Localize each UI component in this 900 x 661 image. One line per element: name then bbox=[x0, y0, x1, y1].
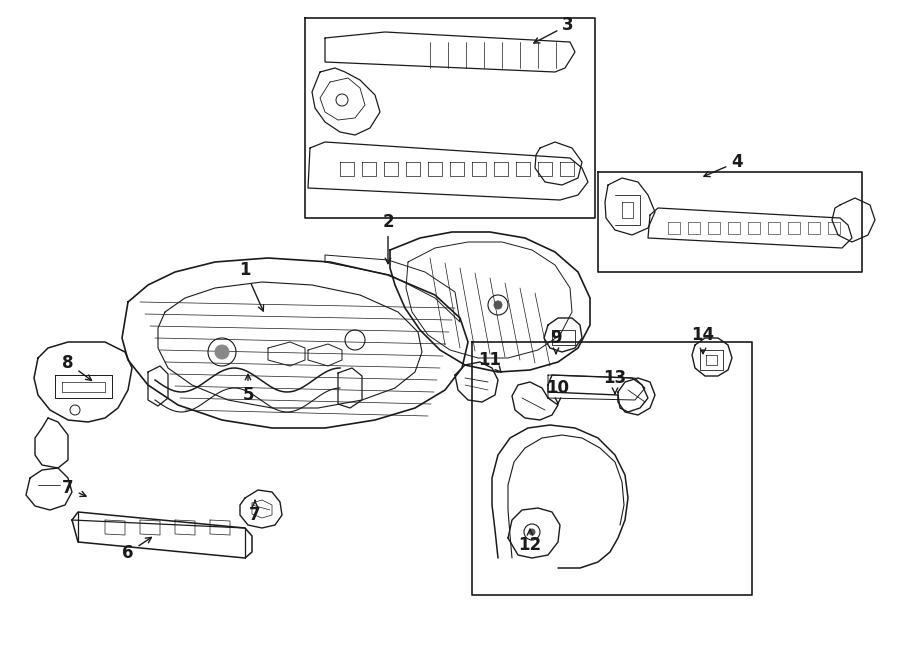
Text: 2: 2 bbox=[382, 213, 394, 264]
Text: 8: 8 bbox=[62, 354, 92, 381]
Text: 7: 7 bbox=[62, 479, 86, 497]
Text: 14: 14 bbox=[691, 326, 715, 354]
Circle shape bbox=[215, 345, 229, 359]
Circle shape bbox=[529, 529, 535, 535]
Text: 9: 9 bbox=[550, 329, 562, 354]
Text: 6: 6 bbox=[122, 537, 151, 562]
Text: 13: 13 bbox=[603, 369, 626, 393]
Text: 5: 5 bbox=[242, 374, 254, 404]
Text: 7: 7 bbox=[249, 500, 261, 524]
Circle shape bbox=[494, 301, 502, 309]
Text: 3: 3 bbox=[534, 16, 574, 43]
Text: 11: 11 bbox=[479, 351, 501, 372]
Text: 10: 10 bbox=[546, 379, 570, 403]
Text: 4: 4 bbox=[704, 153, 742, 176]
Text: 1: 1 bbox=[239, 261, 264, 311]
Text: 12: 12 bbox=[518, 529, 542, 554]
